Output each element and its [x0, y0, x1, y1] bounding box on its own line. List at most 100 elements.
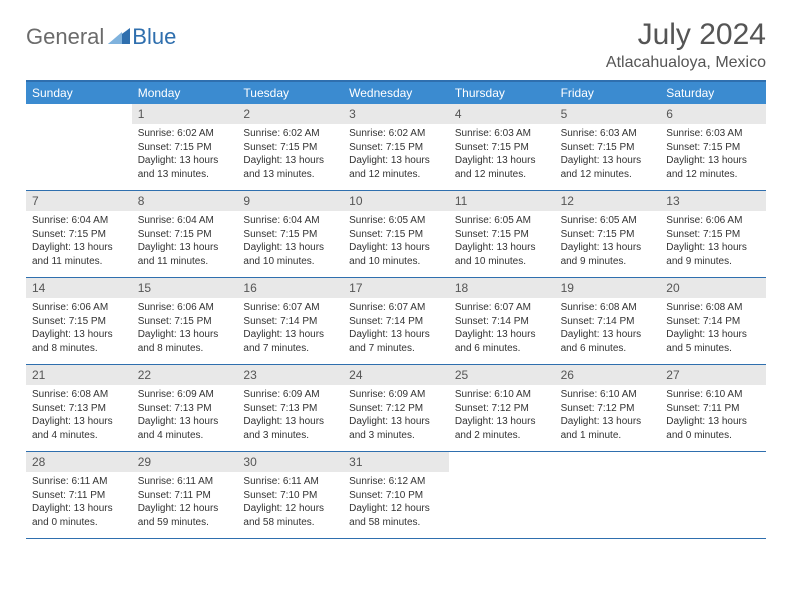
logo-triangle-icon	[108, 26, 130, 49]
location-label: Atlacahualoya, Mexico	[606, 54, 766, 72]
sunset-text: Sunset: 7:15 PM	[561, 141, 655, 155]
sunset-text: Sunset: 7:15 PM	[32, 228, 126, 242]
daylight-text: Daylight: 13 hours and 9 minutes.	[561, 241, 655, 268]
day-cell: 5Sunrise: 6:03 AMSunset: 7:15 PMDaylight…	[555, 104, 661, 190]
day-cell: 7Sunrise: 6:04 AMSunset: 7:15 PMDaylight…	[26, 191, 132, 277]
sunrise-text: Sunrise: 6:04 AM	[138, 214, 232, 228]
daylight-text: Daylight: 13 hours and 10 minutes.	[243, 241, 337, 268]
sunset-text: Sunset: 7:14 PM	[561, 315, 655, 329]
day-number: 9	[237, 191, 343, 211]
day-number: 13	[660, 191, 766, 211]
sunrise-text: Sunrise: 6:08 AM	[666, 301, 760, 315]
week-row: 21 Sunrise: 6:08 AMSunset: 7:13 PM Dayligh…	[26, 365, 766, 452]
day-body: Sunrise: 6:09 AMSunset: 7:13 PMDaylight:…	[132, 385, 238, 447]
sunrise-text: Sunrise: 6:08 AM	[561, 301, 655, 315]
sunrise-text: Sunrise: 6:11 AM	[243, 475, 337, 489]
day-body: Sunrise: 6:05 AMSunset: 7:15 PMDaylight:…	[449, 211, 555, 273]
day-cell: 10Sunrise: 6:05 AMSunset: 7:15 PMDayligh…	[343, 191, 449, 277]
sunset-text: Sunset: 7:15 PM	[138, 315, 232, 329]
logo-text-blue: Blue	[132, 24, 176, 50]
sunrise-text: Sunrise: 6:02 AM	[349, 127, 443, 141]
daylight-text: Daylight: 13 hours and 2 minutes.	[455, 415, 549, 442]
day-body: Sunrise: 6:04 AMSunset: 7:15 PMDaylight:…	[237, 211, 343, 273]
day-number: 8	[132, 191, 238, 211]
daylight-text: Daylight: 13 hours and 3 minutes.	[243, 415, 337, 442]
sunrise-text: Sunrise: 6:05 AM	[455, 214, 549, 228]
day-number: 25	[449, 365, 555, 385]
day-body: Sunrise: 6:09 AMSunset: 7:12 PMDaylight:…	[343, 385, 449, 447]
sunset-text: Sunset: 7:11 PM	[138, 489, 232, 503]
day-body: Sunrise: 6:03 AMSunset: 7:15 PMDaylight:…	[555, 124, 661, 186]
sunrise-text: Sunrise: 6:08 AM	[32, 388, 126, 402]
daylight-text: Daylight: 12 hours and 58 minutes.	[349, 502, 443, 529]
sunrise-text: Sunrise: 6:02 AM	[243, 127, 337, 141]
logo: General Blue	[26, 24, 176, 50]
day-cell: 20Sunrise: 6:08 AMSunset: 7:14 PMDayligh…	[660, 278, 766, 364]
weekday-header: Saturday	[660, 82, 766, 104]
sunrise-text: Sunrise: 6:06 AM	[138, 301, 232, 315]
daylight-text: Daylight: 13 hours and 12 minutes.	[666, 154, 760, 181]
day-cell: 14Sunrise: 6:06 AMSunset: 7:15 PMDayligh…	[26, 278, 132, 364]
day-number: 3	[343, 104, 449, 124]
sunrise-text: Sunrise: 6:05 AM	[561, 214, 655, 228]
sunset-text: Sunset: 7:15 PM	[455, 228, 549, 242]
day-body: Sunrise: 6:04 AMSunset: 7:15 PMDaylight:…	[132, 211, 238, 273]
sunrise-text: Sunrise: 6:04 AM	[243, 214, 337, 228]
day-body: Sunrise: 6:06 AMSunset: 7:15 PMDaylight:…	[660, 211, 766, 273]
day-number: 29	[132, 452, 238, 472]
weekday-header: Monday	[132, 82, 238, 104]
day-cell-empty	[449, 452, 555, 538]
day-cell: 2Sunrise: 6:02 AMSunset: 7:15 PMDaylight…	[237, 104, 343, 190]
week-row: 1Sunrise: 6:02 AMSunset: 7:15 PMDaylight…	[26, 104, 766, 191]
logo-text-general: General	[26, 24, 104, 50]
day-body: Sunrise: 6:11 AMSunset: 7:11 PMDaylight:…	[132, 472, 238, 534]
day-cell: 31Sunrise: 6:12 AMSunset: 7:10 PMDayligh…	[343, 452, 449, 538]
sunset-text: Sunset: 7:13 PM	[32, 402, 126, 416]
day-number: 19	[555, 278, 661, 298]
day-number: 21	[26, 365, 132, 385]
title-block: July 2024 Atlacahualoya, Mexico	[606, 18, 766, 72]
sunset-text: Sunset: 7:15 PM	[138, 228, 232, 242]
calendar: SundayMondayTuesdayWednesdayThursdayFrid…	[26, 80, 766, 539]
sunrise-text: Sunrise: 6:12 AM	[349, 475, 443, 489]
sunrise-text: Sunrise: 6:05 AM	[349, 214, 443, 228]
daylight-text: Daylight: 13 hours and 12 minutes.	[349, 154, 443, 181]
day-cell-empty	[555, 452, 661, 538]
day-number: 12	[555, 191, 661, 211]
daylight-text: Daylight: 13 hours and 8 minutes.	[32, 328, 126, 355]
day-number: 31	[343, 452, 449, 472]
day-cell: 11Sunrise: 6:05 AMSunset: 7:15 PMDayligh…	[449, 191, 555, 277]
sunset-text: Sunset: 7:12 PM	[455, 402, 549, 416]
sunrise-text: Sunrise: 6:06 AM	[666, 214, 760, 228]
day-cell: 26Sunrise: 6:10 AMSunset: 7:12 PMDayligh…	[555, 365, 661, 451]
day-number: 10	[343, 191, 449, 211]
day-number: 16	[237, 278, 343, 298]
day-number: 20	[660, 278, 766, 298]
day-number: 2	[237, 104, 343, 124]
day-cell: 12 Sunrise: 6:05 AMSunset: 7:15 PMDayligh…	[555, 191, 661, 277]
day-number: 11	[449, 191, 555, 211]
sunset-text: Sunset: 7:15 PM	[561, 228, 655, 242]
sunrise-text: Sunrise: 6:07 AM	[243, 301, 337, 315]
daylight-text: Daylight: 13 hours and 8 minutes.	[138, 328, 232, 355]
daylight-text: Daylight: 13 hours and 11 minutes.	[32, 241, 126, 268]
sunset-text: Sunset: 7:14 PM	[455, 315, 549, 329]
sunrise-text: Sunrise: 6:07 AM	[349, 301, 443, 315]
weekday-header: Wednesday	[343, 82, 449, 104]
sunset-text: Sunset: 7:15 PM	[349, 141, 443, 155]
page-title: July 2024	[606, 18, 766, 52]
week-row: 28Sunrise: 6:11 AMSunset: 7:11 PMDayligh…	[26, 452, 766, 539]
day-cell: 24Sunrise: 6:09 AMSunset: 7:12 PMDayligh…	[343, 365, 449, 451]
sunset-text: Sunset: 7:14 PM	[666, 315, 760, 329]
day-body: Sunrise: 6:10 AMSunset: 7:12 PMDaylight:…	[555, 385, 661, 447]
day-number: 22	[132, 365, 238, 385]
weekday-header: Thursday	[449, 82, 555, 104]
day-cell: 17Sunrise: 6:07 AMSunset: 7:14 PMDayligh…	[343, 278, 449, 364]
day-body: Sunrise: 6:02 AMSunset: 7:15 PMDaylight:…	[237, 124, 343, 186]
sunset-text: Sunset: 7:12 PM	[349, 402, 443, 416]
day-cell: 18Sunrise: 6:07 AMSunset: 7:14 PMDayligh…	[449, 278, 555, 364]
daylight-text: Daylight: 12 hours and 59 minutes.	[138, 502, 232, 529]
sunset-text: Sunset: 7:10 PM	[243, 489, 337, 503]
sunrise-text: Sunrise: 6:11 AM	[32, 475, 126, 489]
sunrise-text: Sunrise: 6:03 AM	[666, 127, 760, 141]
